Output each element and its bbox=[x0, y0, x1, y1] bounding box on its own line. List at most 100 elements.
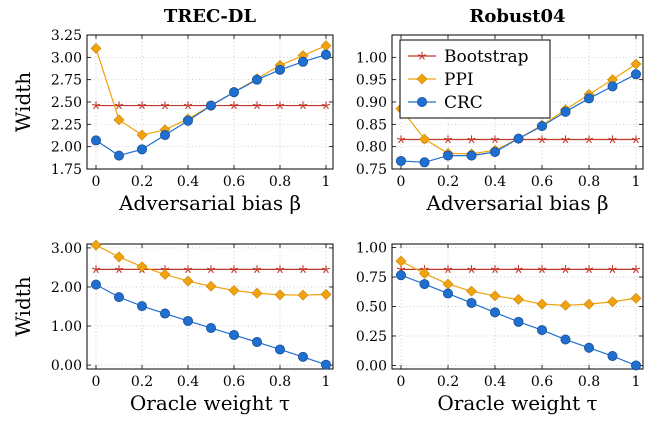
axes-frame bbox=[86, 243, 334, 370]
y-tick-label: 2.00 bbox=[51, 280, 82, 296]
legend-marker-ppi bbox=[416, 73, 428, 85]
x-tick-label: 0.6 bbox=[223, 374, 245, 390]
data-point-bootstrap bbox=[91, 265, 101, 274]
data-point-ppi bbox=[136, 261, 148, 273]
data-point-crc bbox=[228, 87, 239, 98]
y-tick-label: 0.50 bbox=[356, 300, 387, 316]
x-tick-label: 1 bbox=[632, 174, 641, 190]
data-point-bootstrap bbox=[608, 135, 617, 144]
series-crc bbox=[395, 270, 642, 371]
data-point-crc bbox=[205, 322, 216, 333]
data-point-bootstrap bbox=[490, 265, 500, 274]
data-point-crc bbox=[297, 56, 308, 67]
data-point-ppi bbox=[251, 287, 263, 299]
x-tick-label: 0.4 bbox=[177, 174, 199, 190]
y-tick-label: 1.00 bbox=[356, 50, 387, 66]
data-point-ppi bbox=[274, 289, 286, 301]
data-point-bootstrap bbox=[114, 265, 124, 274]
series-bootstrap bbox=[396, 265, 641, 274]
data-point-crc bbox=[537, 121, 548, 132]
data-point-bootstrap bbox=[183, 101, 193, 110]
x-axis-label: Adversarial bias β bbox=[118, 191, 301, 215]
series-crc bbox=[91, 279, 331, 370]
data-point-crc bbox=[513, 133, 524, 144]
data-point-bootstrap bbox=[631, 135, 641, 144]
data-point-bootstrap bbox=[631, 265, 641, 274]
data-point-ppi bbox=[419, 133, 430, 145]
data-point-ppi bbox=[113, 114, 125, 126]
y-tick-label: 0.00 bbox=[356, 358, 387, 374]
data-point-crc bbox=[251, 337, 262, 348]
data-point-bootstrap bbox=[275, 265, 285, 274]
data-point-crc bbox=[584, 93, 595, 104]
data-point-crc bbox=[419, 157, 430, 168]
data-point-bootstrap bbox=[608, 265, 617, 274]
data-point-ppi bbox=[320, 288, 332, 300]
y-tick-label: 0.00 bbox=[51, 358, 82, 374]
data-point-crc bbox=[560, 106, 571, 117]
data-point-crc bbox=[419, 279, 430, 290]
legend-label-crc: CRC bbox=[444, 93, 483, 113]
data-point-ppi bbox=[513, 294, 524, 305]
data-point-crc bbox=[274, 344, 285, 355]
y-tick-label: 2.25 bbox=[51, 117, 82, 133]
data-point-bootstrap bbox=[443, 265, 453, 274]
data-point-bootstrap bbox=[584, 135, 594, 144]
y-tick-label: 0.75 bbox=[356, 270, 387, 286]
data-point-ppi bbox=[466, 285, 477, 297]
data-point-crc bbox=[297, 351, 308, 362]
data-point-bootstrap bbox=[514, 265, 523, 274]
x-tick-label: 0.2 bbox=[131, 174, 153, 190]
data-point-ppi bbox=[630, 58, 642, 70]
data-point-crc bbox=[228, 330, 239, 341]
data-point-bootstrap bbox=[91, 101, 101, 110]
data-point-crc bbox=[320, 359, 331, 370]
legend-marker-crc bbox=[416, 97, 427, 108]
x-axis-label: Oracle weight τ bbox=[437, 391, 597, 415]
data-point-bootstrap bbox=[252, 101, 262, 110]
data-point-ppi bbox=[90, 239, 102, 251]
legend-marker-bootstrap bbox=[417, 51, 427, 60]
data-point-bootstrap bbox=[561, 135, 570, 144]
data-point-ppi bbox=[489, 290, 501, 302]
data-point-bootstrap bbox=[537, 265, 547, 274]
legend: Bootstrap PPI CRC bbox=[399, 39, 551, 119]
data-point-crc bbox=[607, 351, 618, 362]
data-point-bootstrap bbox=[443, 135, 453, 144]
y-tick-label: 0.95 bbox=[356, 73, 387, 89]
x-tick-label: 0.6 bbox=[531, 374, 553, 390]
data-point-crc bbox=[489, 307, 500, 318]
data-point-crc bbox=[631, 360, 642, 371]
x-tick-label: 0 bbox=[92, 374, 101, 390]
data-point-bootstrap bbox=[206, 265, 216, 274]
data-point-bootstrap bbox=[467, 135, 476, 144]
chart-panel-4: 0 0.2 0.4 0.6 0.8 1 0.00 0.25 0.50 0.75 1.00 Oracle… bbox=[356, 241, 644, 415]
data-point-crc bbox=[560, 334, 571, 345]
data-point-bootstrap bbox=[160, 101, 170, 110]
chart-title: Robust04 bbox=[469, 6, 565, 27]
x-tick-label: 0.2 bbox=[437, 174, 459, 190]
data-point-ppi bbox=[182, 275, 194, 287]
series-crc bbox=[395, 69, 642, 168]
y-tick-label: 2.50 bbox=[51, 95, 82, 111]
data-point-crc bbox=[607, 81, 618, 92]
data-point-ppi bbox=[297, 289, 309, 301]
x-tick-label: 0.8 bbox=[269, 174, 291, 190]
series-ppi bbox=[90, 40, 332, 141]
data-point-ppi bbox=[228, 285, 240, 296]
grid bbox=[87, 244, 333, 369]
y-tick-label: 0.25 bbox=[356, 329, 387, 345]
chart-panel-3: 0 0.2 0.4 0.6 0.8 1 0.00 1.00 2.00 3.00 Oracle wei… bbox=[11, 239, 334, 415]
y-tick-label: 1.75 bbox=[51, 162, 82, 178]
data-point-crc bbox=[489, 147, 500, 158]
chart-panel-1: 0 0.2 0.4 0.6 0.8 1 1.75 2.00 2.25 2.50 2.75 3.00 3.… bbox=[11, 6, 334, 215]
data-point-crc bbox=[631, 69, 642, 80]
data-point-bootstrap bbox=[114, 101, 124, 110]
data-point-crc bbox=[395, 270, 406, 281]
data-point-crc bbox=[584, 342, 595, 353]
chart-panel-2: 0 0.2 0.4 0.6 0.8 1 0.75 0.80 0.85 0.90 0.95 1.00 Ro… bbox=[356, 6, 644, 215]
data-point-crc bbox=[136, 301, 147, 312]
data-point-bootstrap bbox=[137, 101, 147, 110]
data-point-ppi bbox=[630, 292, 642, 304]
x-tick-label: 1 bbox=[632, 374, 641, 390]
